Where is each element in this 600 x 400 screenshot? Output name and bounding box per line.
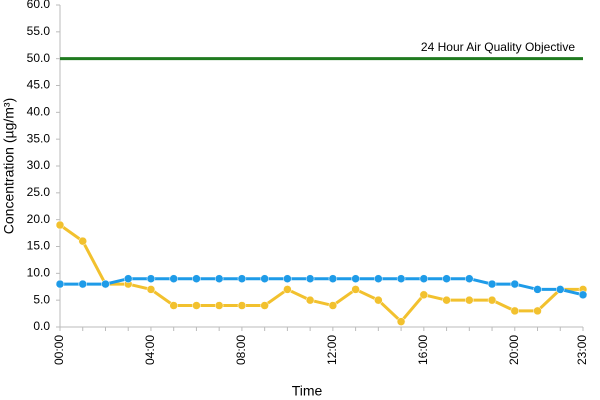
data-point [55, 279, 65, 289]
data-point [351, 274, 360, 283]
data-point [510, 306, 520, 316]
data-point [146, 285, 156, 294]
data-point [169, 274, 178, 283]
y-tick-label: 55.0 [27, 24, 51, 38]
data-point [487, 279, 497, 289]
x-tick-label: 04:00 [143, 335, 157, 365]
data-point [487, 295, 497, 305]
y-tick-label: 25.0 [27, 185, 51, 199]
data-point [419, 290, 429, 300]
data-point [78, 279, 87, 289]
data-point [305, 274, 315, 283]
data-point [260, 301, 269, 310]
data-point [533, 306, 542, 316]
data-point [237, 274, 247, 283]
reference-label: 24 Hour Air Quality Objective [421, 40, 575, 54]
data-point [396, 274, 406, 283]
x-tick-label: 23:00 [575, 335, 589, 365]
y-tick-label: 0.0 [33, 319, 50, 333]
data-point [78, 236, 87, 246]
data-point [192, 274, 201, 283]
data-point [55, 220, 65, 230]
y-tick-label: 30.0 [27, 158, 51, 172]
data-point [123, 274, 133, 283]
data-point [328, 301, 338, 310]
data-point [169, 301, 178, 310]
y-tick-label: 45.0 [27, 78, 51, 92]
x-tick-label: 00:00 [52, 335, 66, 365]
y-tick-label: 15.0 [27, 239, 51, 253]
data-point [146, 274, 156, 283]
data-point [533, 285, 542, 294]
x-axis-label: Time [292, 383, 323, 399]
x-tick-label: 20:00 [507, 335, 521, 365]
x-tick-label: 08:00 [234, 335, 248, 365]
data-point [214, 301, 224, 310]
data-point [510, 279, 520, 289]
data-point [305, 295, 315, 305]
y-tick-label: 10.0 [27, 266, 51, 280]
x-tick-label: 16:00 [416, 335, 430, 365]
data-point [214, 274, 224, 283]
data-point [351, 285, 360, 294]
data-point [237, 301, 247, 310]
data-point [465, 295, 474, 305]
data-point [396, 317, 406, 326]
data-point [283, 274, 292, 283]
data-point [442, 274, 451, 283]
y-tick-label: 5.0 [33, 292, 50, 306]
data-point [374, 295, 383, 305]
data-point [556, 285, 565, 294]
data-point [101, 279, 110, 289]
y-tick-label: 50.0 [27, 51, 51, 65]
y-tick-label: 35.0 [27, 131, 51, 145]
y-axis-label: Concentration (µg/m³) [1, 98, 17, 234]
y-tick-label: 60.0 [27, 0, 51, 11]
data-point [260, 274, 269, 283]
data-point [283, 285, 292, 294]
data-point [465, 274, 474, 283]
data-point [442, 295, 451, 305]
data-point [419, 274, 429, 283]
y-tick-label: 20.0 [27, 212, 51, 226]
data-point [192, 301, 201, 310]
y-tick-label: 40.0 [27, 105, 51, 119]
data-point [578, 290, 588, 300]
series-line [59, 223, 583, 324]
data-point [328, 274, 338, 283]
x-tick-label: 12:00 [325, 335, 339, 365]
data-point [374, 274, 383, 283]
